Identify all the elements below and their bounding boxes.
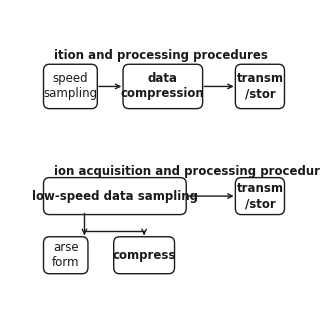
Text: low-speed data sampling: low-speed data sampling (32, 189, 198, 203)
FancyBboxPatch shape (114, 237, 174, 274)
FancyBboxPatch shape (235, 178, 284, 215)
Text: ion acquisition and processing procedures: ion acquisition and processing procedure… (54, 165, 320, 178)
Text: compress: compress (112, 249, 176, 262)
Text: transm
/stor: transm /stor (236, 182, 284, 210)
FancyBboxPatch shape (44, 237, 88, 274)
Text: speed
sampling: speed sampling (43, 72, 98, 100)
FancyBboxPatch shape (235, 64, 284, 108)
FancyBboxPatch shape (44, 64, 97, 108)
Text: arse
form: arse form (52, 241, 79, 269)
Text: data
compression: data compression (121, 72, 205, 100)
FancyBboxPatch shape (44, 178, 186, 215)
Text: transm
/stor: transm /stor (236, 72, 284, 100)
FancyBboxPatch shape (123, 64, 203, 108)
Text: ition and processing procedures: ition and processing procedures (54, 49, 268, 62)
